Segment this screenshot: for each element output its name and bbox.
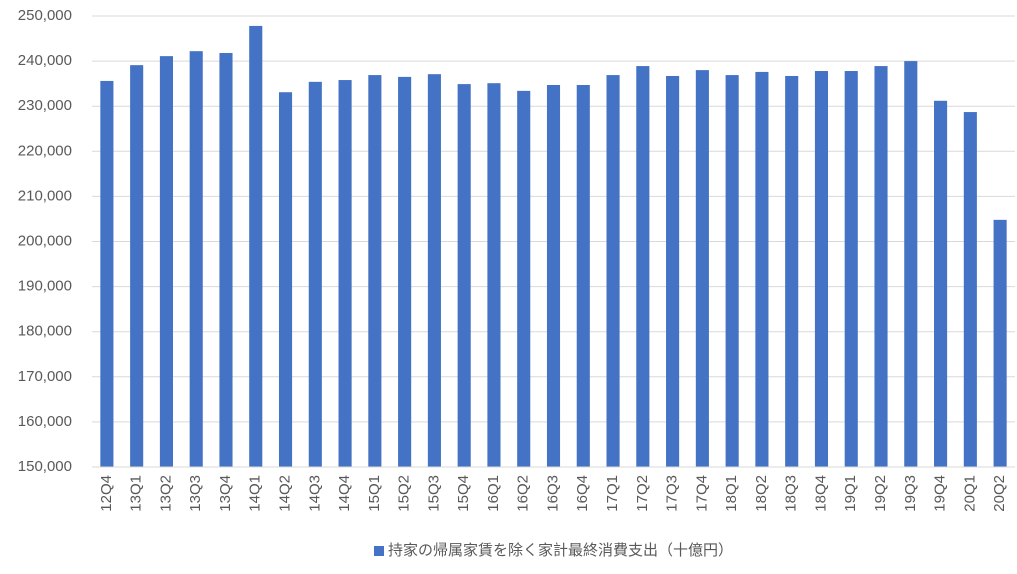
x-tick-label: 18Q3 (783, 475, 800, 512)
x-tick-label: 13Q4 (217, 475, 234, 512)
bar (904, 61, 918, 467)
x-tick-label: 13Q1 (128, 475, 145, 512)
x-tick-label: 16Q2 (515, 475, 532, 512)
bar (219, 52, 233, 468)
x-tick-label: 17Q4 (693, 475, 710, 512)
bar (368, 75, 382, 468)
x-tick-label: 17Q3 (664, 475, 681, 512)
y-tick-label: 240,000 (18, 52, 72, 69)
x-tick-label: 16Q1 (485, 475, 502, 512)
y-tick-label: 150,000 (18, 458, 72, 475)
bar (636, 66, 650, 467)
x-tick-label: 15Q3 (425, 475, 442, 512)
bar (963, 112, 977, 468)
bar (606, 75, 620, 468)
x-tick-label: 19Q3 (902, 475, 919, 512)
bar (695, 70, 709, 468)
y-tick-label: 160,000 (18, 413, 72, 430)
bar (427, 74, 441, 467)
bar (993, 219, 1007, 467)
x-tick-label: 13Q3 (187, 475, 204, 512)
bar (874, 66, 888, 467)
bar (398, 76, 412, 467)
x-tick-label: 16Q4 (574, 475, 591, 512)
bar (517, 90, 531, 467)
x-tick-label: 17Q1 (604, 475, 621, 512)
bar (666, 75, 680, 467)
x-tick-label: 20Q1 (961, 475, 978, 512)
bar (159, 56, 173, 467)
bar (934, 100, 948, 468)
bar (844, 71, 858, 467)
x-tick-label: 15Q2 (396, 475, 413, 512)
bar (308, 81, 322, 467)
y-tick-label: 200,000 (18, 232, 72, 249)
bar (100, 80, 114, 467)
bar (546, 85, 561, 468)
y-tick-label: 210,000 (18, 187, 72, 204)
legend-swatch (373, 546, 384, 556)
x-tick-label: 13Q2 (157, 475, 174, 512)
x-tick-label: 15Q1 (366, 475, 383, 512)
bar (457, 84, 471, 467)
bar (487, 83, 501, 467)
y-tick-label: 230,000 (18, 97, 72, 114)
x-tick-label: 19Q2 (872, 475, 889, 512)
y-tick-label: 190,000 (18, 278, 72, 295)
bar (576, 85, 590, 468)
y-tick-label: 250,000 (18, 7, 72, 24)
y-tick-label: 170,000 (18, 368, 72, 385)
bar (249, 25, 263, 468)
legend-label: 持家の帰属家賃を除く家計最終消費支出（十億円） (388, 541, 733, 559)
bar (338, 80, 352, 468)
x-tick-label: 18Q4 (812, 475, 829, 512)
x-tick-label: 14Q2 (277, 475, 294, 512)
x-tick-label: 15Q4 (455, 475, 472, 512)
bar (130, 65, 144, 467)
bar (189, 51, 203, 467)
x-tick-label: 14Q1 (247, 475, 264, 512)
x-tick-label: 19Q4 (932, 475, 949, 512)
x-tick-label: 14Q4 (336, 475, 353, 512)
y-tick-label: 180,000 (18, 323, 72, 340)
bar (725, 75, 739, 468)
y-tick-label: 220,000 (18, 142, 72, 159)
bar (755, 71, 769, 467)
bar (785, 75, 799, 467)
bar (814, 71, 829, 467)
x-tick-label: 12Q4 (98, 475, 115, 512)
bar (278, 92, 293, 468)
x-tick-label: 18Q2 (753, 475, 770, 512)
x-tick-label: 18Q1 (723, 475, 740, 512)
x-tick-label: 16Q3 (544, 475, 561, 512)
x-tick-label: 14Q3 (306, 475, 323, 512)
x-tick-label: 17Q2 (634, 475, 651, 512)
x-tick-label: 19Q1 (842, 475, 859, 512)
x-tick-label: 20Q2 (991, 475, 1008, 512)
